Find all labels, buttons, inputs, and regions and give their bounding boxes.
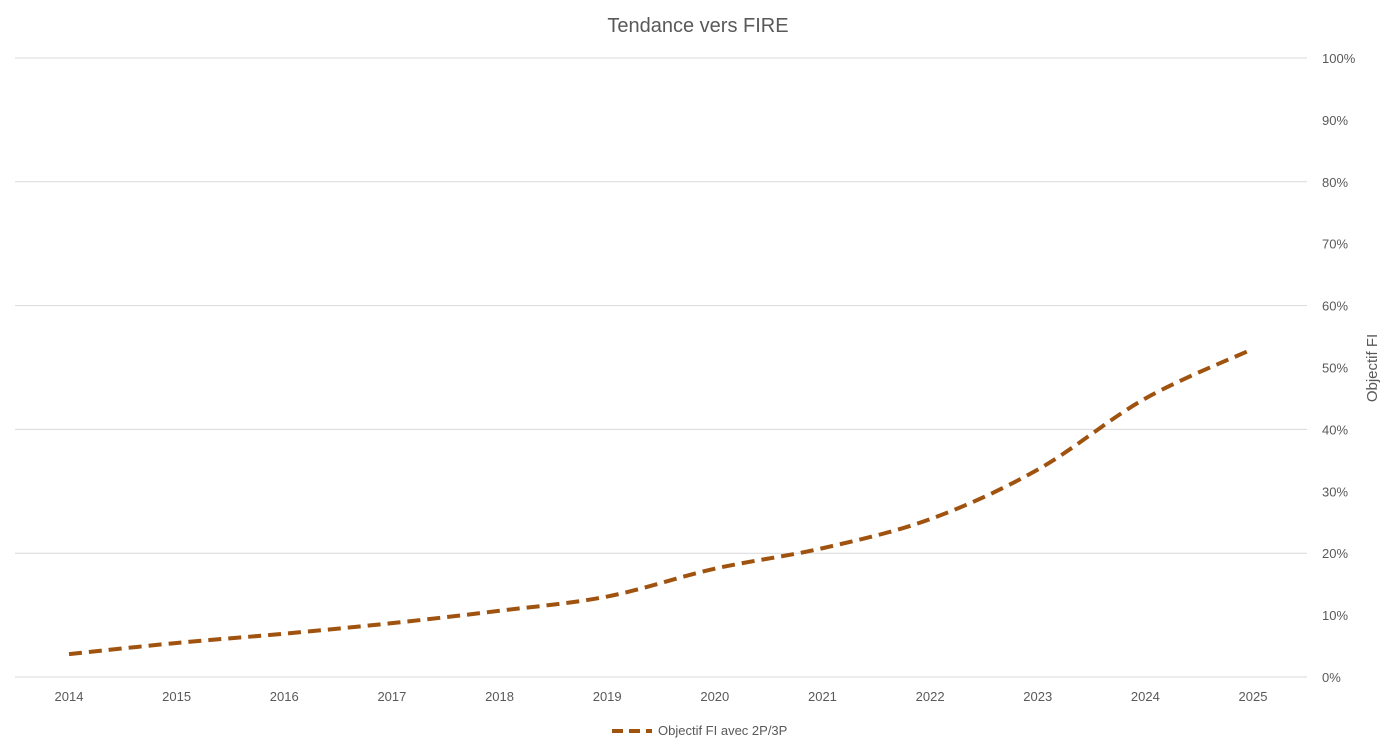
legend: Objectif FI avec 2P/3P xyxy=(612,723,787,738)
x-tick-label: 2018 xyxy=(485,689,514,704)
y-tick-label: 20% xyxy=(1322,546,1348,561)
data-point xyxy=(928,517,932,521)
legend-label: Objectif FI avec 2P/3P xyxy=(658,723,787,738)
x-tick-label: 2021 xyxy=(808,689,837,704)
y-axis-title: Objectif FI xyxy=(1364,334,1381,402)
data-point xyxy=(67,652,71,656)
y-tick-label: 60% xyxy=(1322,299,1348,314)
x-tick-label: 2019 xyxy=(593,689,622,704)
x-tick-label: 2020 xyxy=(700,689,729,704)
data-point xyxy=(1143,396,1147,400)
chart-title: Tendance vers FIRE xyxy=(607,15,788,37)
x-tick-label: 2014 xyxy=(55,689,84,704)
data-point xyxy=(175,641,179,645)
y-tick-label: 90% xyxy=(1322,113,1348,128)
y-tick-label: 70% xyxy=(1322,237,1348,252)
data-point xyxy=(282,632,286,636)
y-tick-label: 50% xyxy=(1322,361,1348,376)
series-group xyxy=(67,347,1255,657)
data-point xyxy=(1036,468,1040,472)
y-tick-label: 10% xyxy=(1322,608,1348,623)
data-point xyxy=(820,546,824,550)
data-point xyxy=(390,621,394,625)
x-tick-label: 2015 xyxy=(162,689,191,704)
data-point xyxy=(1251,347,1255,351)
grid-lines xyxy=(15,57,1307,678)
x-tick-label: 2023 xyxy=(1023,689,1052,704)
series-line xyxy=(68,347,1254,657)
y-tick-labels: 0% 10% 20% 30% 40% 50% 60% 70% 80% 90% 100% xyxy=(1322,51,1356,685)
y-tick-label: 30% xyxy=(1322,484,1348,499)
x-tick-label: 2025 xyxy=(1239,689,1268,704)
x-tick-label: 2017 xyxy=(377,689,406,704)
x-tick-label: 2022 xyxy=(916,689,945,704)
data-point xyxy=(605,595,609,599)
y-tick-label: 40% xyxy=(1322,422,1348,437)
x-tick-label: 2024 xyxy=(1131,689,1160,704)
x-tick-label: 2016 xyxy=(270,689,299,704)
x-tick-labels: 2014 2015 2016 2017 2018 2019 2020 2021 2022 2023… xyxy=(55,689,1268,704)
y-tick-label: 100% xyxy=(1322,51,1356,66)
data-point xyxy=(498,609,502,613)
data-point xyxy=(713,567,717,571)
y-tick-label: 80% xyxy=(1322,175,1348,190)
y-tick-label: 0% xyxy=(1322,670,1341,685)
